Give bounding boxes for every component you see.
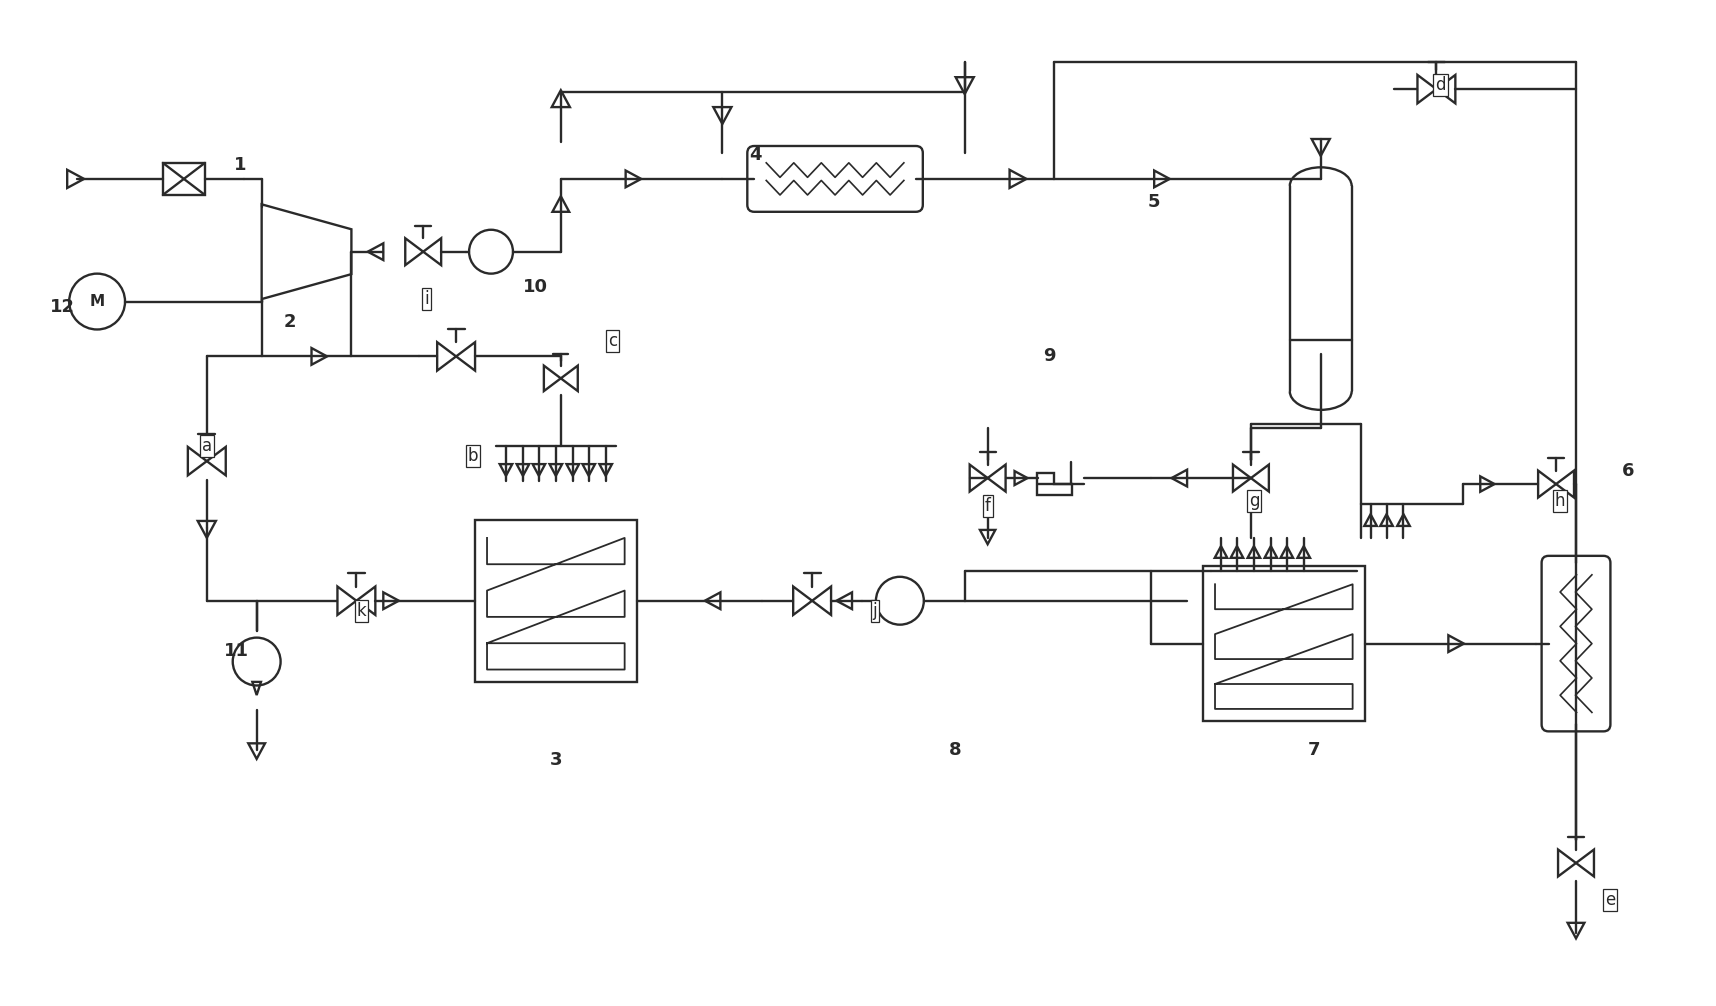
Text: g: g: [1249, 492, 1260, 510]
Text: 2: 2: [283, 313, 295, 331]
Bar: [475, 520, 637, 681]
Text: 4: 4: [750, 146, 762, 164]
Text: h: h: [1555, 492, 1565, 510]
Text: 6: 6: [1622, 462, 1634, 480]
Text: c: c: [607, 332, 618, 350]
Bar: [1203, 566, 1364, 721]
Text: 9: 9: [1043, 347, 1055, 365]
Text: 11: 11: [225, 642, 249, 660]
Text: e: e: [1604, 891, 1615, 908]
Text: 3: 3: [549, 751, 563, 770]
Text: 5: 5: [1148, 193, 1160, 211]
Text: 7: 7: [1308, 741, 1320, 760]
Text: 1: 1: [233, 156, 245, 174]
Text: b: b: [468, 447, 479, 465]
Text: 8: 8: [949, 741, 961, 760]
Text: M: M: [89, 294, 105, 309]
Text: d: d: [1435, 76, 1445, 95]
Text: 10: 10: [523, 278, 549, 296]
Bar: [163, 163, 204, 195]
Text: f: f: [985, 497, 990, 515]
Text: 12: 12: [50, 298, 76, 316]
Text: i: i: [424, 290, 429, 308]
Text: k: k: [357, 602, 366, 620]
Text: j: j: [873, 602, 877, 620]
Text: a: a: [202, 438, 211, 455]
